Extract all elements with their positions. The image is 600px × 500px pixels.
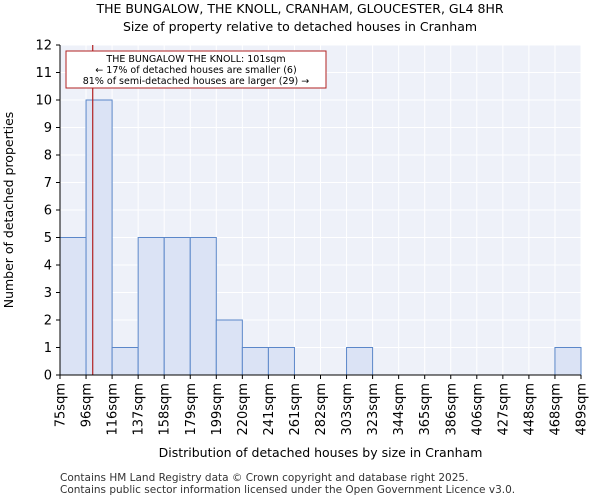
histogram-bar (267, 347, 295, 376)
x-tick-label: 199sqm (210, 383, 225, 436)
x-tick-label: 365sqm (418, 383, 433, 436)
y-tick-label: 7 (44, 176, 52, 191)
x-tick-label: 220sqm (236, 383, 251, 436)
x-tick-label: 489sqm (575, 383, 590, 436)
y-tick-label: 9 (44, 121, 52, 136)
x-tick-label: 406sqm (470, 383, 485, 436)
x-tick-label: 75sqm (54, 383, 69, 427)
histogram-bar (137, 237, 165, 376)
histogram-bar (241, 347, 269, 376)
y-tick-label: 8 (44, 149, 52, 164)
histogram-bar (111, 347, 139, 376)
histogram-bar (346, 347, 374, 376)
x-tick-label: 282sqm (314, 383, 329, 436)
x-axis-label: Distribution of detached houses by size … (159, 445, 483, 460)
histogram-bar (163, 237, 191, 376)
y-tick-label: 12 (35, 39, 52, 54)
x-tick-label: 448sqm (522, 383, 537, 436)
x-tick-label: 427sqm (496, 383, 511, 436)
y-tick-label: 6 (44, 204, 52, 219)
y-tick-label: 4 (44, 259, 52, 274)
y-tick-label: 10 (35, 94, 52, 109)
x-tick-label: 261sqm (288, 383, 303, 436)
chart-subtitle: Size of property relative to detached ho… (122, 19, 478, 34)
y-tick-label: 11 (35, 66, 52, 81)
x-tick-label: 386sqm (444, 383, 459, 436)
y-tick-label: 5 (44, 231, 52, 246)
y-tick-label: 2 (44, 314, 52, 329)
footer-copyright: Contains HM Land Registry data © Crown c… (60, 472, 469, 484)
y-axis-label: Number of detached properties (1, 112, 16, 309)
y-tick-label: 0 (44, 369, 52, 384)
x-tick-label: 468sqm (548, 383, 563, 436)
x-tick-label: 179sqm (184, 383, 199, 436)
histogram-bar (189, 237, 217, 376)
annotation-box (65, 50, 327, 89)
x-tick-label: 137sqm (132, 383, 147, 436)
y-tick-label: 1 (44, 341, 52, 356)
annotation-text-line: 81% of semi-detached houses are larger (… (83, 76, 310, 87)
x-tick-label: 241sqm (262, 383, 277, 436)
histogram-bar (59, 237, 87, 376)
x-tick-label: 116sqm (106, 383, 121, 436)
histogram-bar (554, 347, 582, 376)
x-tick-label: 344sqm (392, 383, 407, 436)
annotation-text-line: THE BUNGALOW THE KNOLL: 101sqm (105, 54, 285, 65)
histogram-bar (85, 99, 113, 376)
annotation-text-line: ← 17% of detached houses are smaller (6) (95, 65, 296, 76)
chart-title: THE BUNGALOW, THE KNOLL, CRANHAM, GLOUCE… (96, 1, 504, 16)
x-tick-label: 303sqm (340, 383, 355, 436)
x-tick-label: 323sqm (366, 383, 381, 436)
footer-licence: Contains public sector information licen… (60, 484, 516, 496)
x-tick-label: 96sqm (80, 383, 95, 427)
histogram-bar (215, 319, 243, 376)
y-tick-label: 3 (44, 286, 52, 301)
x-tick-label: 158sqm (158, 383, 173, 436)
